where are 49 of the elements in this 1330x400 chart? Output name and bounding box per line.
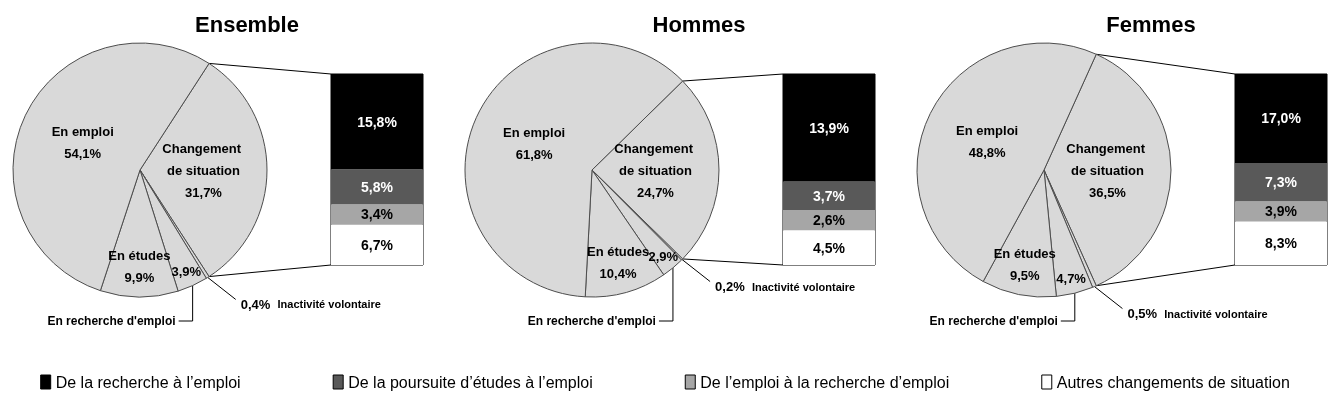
- slice-label: Changement de situation: [614, 140, 697, 178]
- data-label: 8,3%: [1265, 235, 1298, 252]
- data-label: 2,6%: [813, 212, 846, 229]
- slice-label: En emploi: [956, 123, 1019, 139]
- data-label: 61,8%: [515, 147, 553, 163]
- data-label: 0,5%: [1127, 306, 1158, 322]
- slice-label: En études: [586, 244, 650, 260]
- data-label: 2,9%: [648, 248, 679, 264]
- slice-label: En études: [108, 248, 171, 264]
- data-label: 5,8%: [361, 178, 394, 195]
- data-label: 36,5%: [1089, 184, 1127, 200]
- data-label: 17,0%: [1261, 110, 1302, 127]
- slice-label: En recherche d'emploi: [47, 314, 176, 328]
- data-label: 13,9%: [809, 119, 850, 136]
- data-label: 24,7%: [637, 184, 675, 200]
- data-label: 54,1%: [64, 146, 102, 162]
- slice-label: En études: [993, 246, 1056, 262]
- chart-title: Ensemble: [195, 11, 299, 37]
- data-label: 31,7%: [185, 184, 223, 200]
- data-label: 0,2%: [715, 279, 746, 295]
- slice-label: Inactivité volontaire: [751, 280, 856, 293]
- data-label: 4,5%: [813, 239, 846, 256]
- slice-label: En emploi: [51, 124, 114, 140]
- data-label: 3,9%: [1265, 203, 1298, 220]
- data-label: 9,5%: [1009, 268, 1040, 284]
- data-label: 3,7%: [813, 187, 846, 204]
- chart-title: Hommes: [652, 11, 746, 37]
- legend-label: De l’emploi à la recherche d’emploi: [700, 373, 950, 391]
- slice-label: Changement de situation: [1066, 140, 1149, 178]
- slice-label: En recherche d'emploi: [527, 314, 656, 328]
- data-label: 3,4%: [361, 206, 394, 223]
- legend-label: De la poursuite d’études à l’emploi: [348, 373, 593, 391]
- data-label: 9,9%: [124, 270, 155, 286]
- slice-label: Inactivité volontaire: [1164, 307, 1268, 320]
- data-label: 3,9%: [171, 264, 202, 280]
- data-label: 6,7%: [361, 236, 394, 253]
- slice-label: Inactivité volontaire: [277, 298, 381, 311]
- slice-label: En recherche d'emploi: [929, 314, 1058, 328]
- legend-label: De la recherche à l’emploi: [55, 373, 241, 391]
- data-label: 4,7%: [1056, 270, 1087, 286]
- data-label: 48,8%: [968, 145, 1007, 161]
- data-label: 15,8%: [357, 113, 398, 130]
- slice-label: Changement de situation: [162, 140, 245, 178]
- data-label: 10,4%: [599, 266, 637, 282]
- chart-title: Femmes: [1106, 11, 1196, 37]
- legend-label: Autres changements de situation: [1056, 373, 1290, 391]
- slice-label: En emploi: [503, 125, 566, 141]
- data-label: 7,3%: [1265, 174, 1298, 191]
- data-label: 0,4%: [240, 296, 271, 312]
